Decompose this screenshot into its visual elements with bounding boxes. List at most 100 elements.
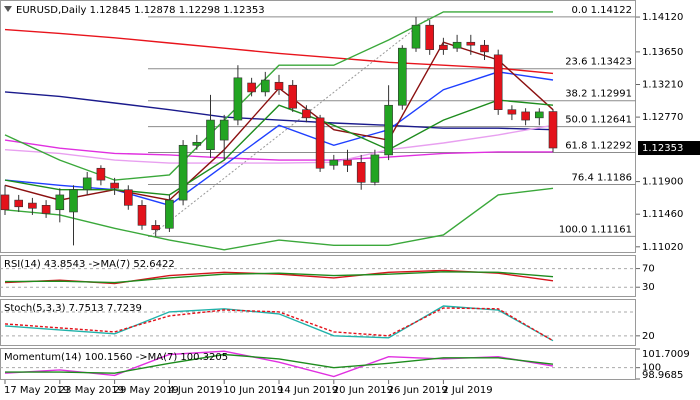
indicator-line bbox=[4, 28, 554, 75]
open-value: 1.12845 bbox=[90, 5, 131, 16]
fib-level: 50.0 bbox=[565, 115, 587, 126]
fib-level: 76.4 bbox=[572, 173, 594, 184]
fib-price: 1.12641 bbox=[591, 115, 632, 126]
candle-body bbox=[96, 167, 106, 181]
candle-body bbox=[466, 41, 476, 46]
y-tick-label: 100 bbox=[642, 363, 661, 374]
fib-price: 1.13423 bbox=[591, 57, 632, 68]
candle-body bbox=[165, 199, 174, 229]
candle-body bbox=[82, 177, 92, 191]
candle-body bbox=[439, 44, 448, 50]
indicator-value: 52.6422 bbox=[133, 259, 174, 270]
candle-body bbox=[192, 142, 202, 146]
indicator-line bbox=[4, 124, 554, 164]
candle-body bbox=[14, 199, 23, 208]
fib-level-label: 0.0 1.14122 bbox=[572, 5, 632, 16]
indicator-line bbox=[4, 71, 554, 207]
candle-body bbox=[55, 194, 65, 211]
candle-body bbox=[370, 154, 380, 183]
candle-body bbox=[137, 205, 147, 226]
fib-price: 1.11161 bbox=[591, 224, 632, 235]
candle-body bbox=[274, 81, 284, 90]
fib-price: 1.12292 bbox=[591, 141, 632, 152]
candle-body bbox=[219, 119, 229, 141]
indicator-name: Stoch(5,3,3) bbox=[4, 303, 66, 314]
candle-body bbox=[425, 24, 435, 50]
indicator-line bbox=[4, 305, 554, 342]
indicator-line bbox=[4, 139, 553, 161]
indicator-line bbox=[4, 271, 554, 284]
candle-body bbox=[206, 119, 215, 151]
close-value: 1.12353 bbox=[223, 5, 264, 16]
last-price-box bbox=[638, 141, 700, 156]
candle-body bbox=[397, 47, 407, 106]
y-tick-label: 98.9685 bbox=[642, 370, 683, 381]
fib-trendline bbox=[149, 16, 431, 237]
indicator-panel: 70 30 RSI(14) 43.8543 ->MA(7) 52.6422 bbox=[0, 259, 655, 293]
fib-level: 38.2 bbox=[565, 89, 587, 100]
x-tick-label: 23 May 2019 bbox=[59, 385, 124, 396]
fib-level: 0.0 bbox=[572, 5, 588, 16]
candle-body bbox=[124, 189, 133, 206]
candle-body bbox=[493, 54, 503, 110]
indicator-value: 7.7239 bbox=[107, 303, 142, 314]
fib-level-label: 100.0 1.11161 bbox=[559, 224, 632, 235]
last-price-label: 1.12353 bbox=[642, 143, 683, 154]
fib-level: 100.0 bbox=[559, 224, 588, 235]
y-tick-label: 70 bbox=[642, 264, 655, 275]
main-plot bbox=[0, 11, 636, 251]
candle-body bbox=[507, 109, 517, 115]
indicator-line bbox=[5, 353, 554, 374]
y-tick-label: 1.13210 bbox=[642, 79, 683, 90]
candle-body bbox=[411, 24, 421, 49]
indicator-line bbox=[4, 187, 554, 251]
indicator-header: RSI(14) 43.8543 ->MA(7) 52.6422 bbox=[4, 259, 175, 270]
fib-level: 23.6 bbox=[565, 57, 587, 68]
indicator-name: ->MA(7) bbox=[89, 259, 131, 270]
candle-body bbox=[384, 104, 393, 156]
indicator-value: 100.3205 bbox=[180, 352, 228, 363]
fib-level-label: 38.2 1.12991 bbox=[565, 89, 632, 100]
stoch-panel-frame bbox=[0, 299, 636, 346]
indicator-line bbox=[4, 307, 554, 342]
x-tick-label: 10 Jun 2019 bbox=[223, 385, 283, 396]
indicator-name: Momentum(14) bbox=[4, 352, 82, 363]
y-tick-label: 101.7009 bbox=[642, 349, 690, 360]
indicator-header: Momentum(14) 100.1560 ->MA(7) 100.3205 bbox=[4, 352, 228, 363]
candle-body bbox=[329, 159, 339, 166]
candle-body bbox=[452, 41, 462, 49]
x-tick-label: 17 May 2019 bbox=[4, 385, 69, 396]
y-tick-label: 1.11460 bbox=[642, 209, 683, 220]
candle-body bbox=[247, 82, 256, 93]
y-tick-label: 1.11020 bbox=[642, 242, 683, 253]
indicator-line bbox=[4, 99, 554, 196]
candle-body bbox=[521, 111, 530, 121]
y-tick-label: 1.13650 bbox=[642, 47, 683, 58]
fib-level: 61.8 bbox=[565, 141, 587, 152]
x-tick-label: 2 Jul 2019 bbox=[442, 385, 492, 396]
y-tick-label: 1.12770 bbox=[642, 112, 683, 123]
candle-body bbox=[315, 117, 325, 169]
indicator-value: 100.1560 bbox=[85, 352, 133, 363]
momentum-panel-frame bbox=[0, 348, 636, 380]
candle-body bbox=[151, 225, 160, 231]
candle-body bbox=[534, 111, 544, 119]
fib-level-label: 23.6 1.13423 bbox=[565, 57, 632, 68]
candle-body bbox=[288, 84, 298, 109]
chart-header: EURUSD,Daily 1.12845 1.12878 1.12298 1.1… bbox=[16, 5, 265, 16]
candle-body bbox=[260, 79, 270, 93]
x-tick-label: 4 Jun 2019 bbox=[168, 385, 222, 396]
x-tick-label: 26 Jun 2019 bbox=[388, 385, 448, 396]
x-tick-label: 14 Jun 2019 bbox=[278, 385, 338, 396]
candle-body bbox=[356, 162, 366, 183]
candle-body bbox=[69, 189, 78, 213]
y-tick-label: 1.11900 bbox=[642, 177, 683, 188]
candle-body bbox=[178, 144, 188, 201]
symbol-icon bbox=[4, 6, 12, 12]
indicator-value: 43.8543 bbox=[44, 259, 85, 270]
fib-price: 1.12991 bbox=[591, 89, 632, 100]
candle-body bbox=[302, 109, 311, 119]
fib-level-label: 50.0 1.12641 bbox=[565, 115, 632, 126]
indicator-line bbox=[4, 91, 554, 131]
